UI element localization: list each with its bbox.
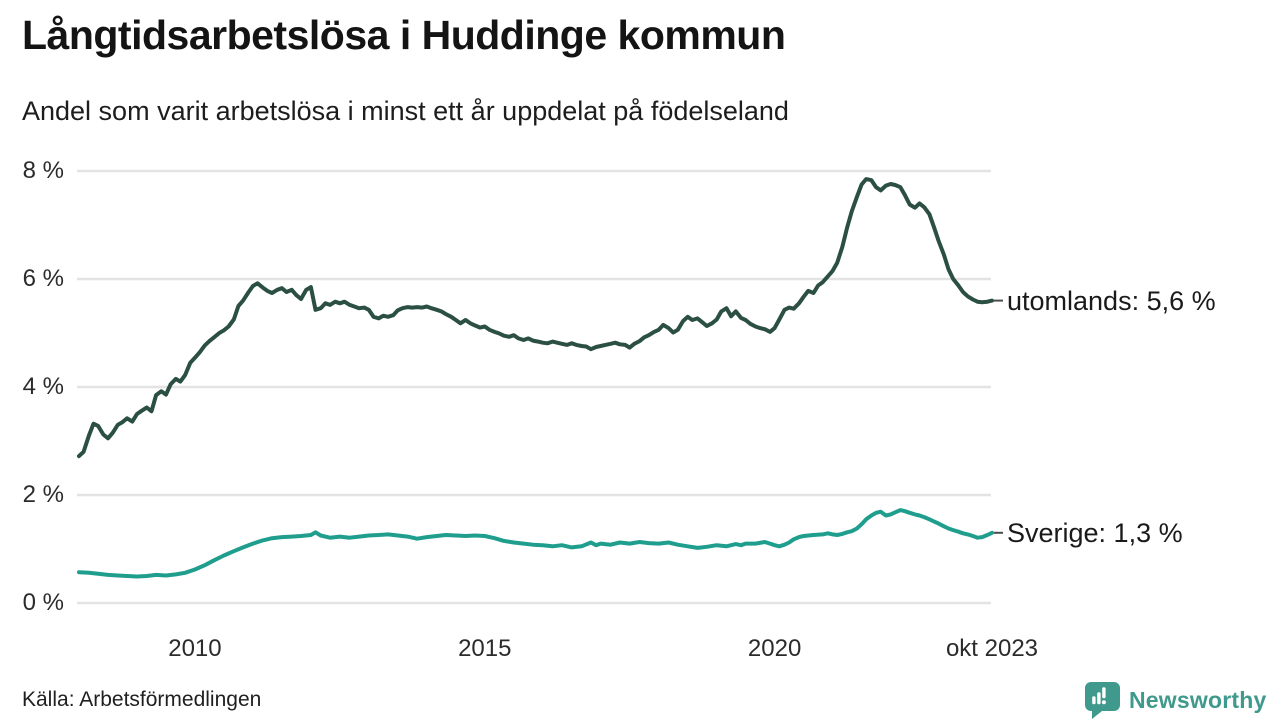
x-axis-tick-label: 2010 <box>168 635 222 662</box>
x-axis-tick-label: 2015 <box>458 635 512 662</box>
y-axis-tick-label: 4 % <box>22 373 64 400</box>
series-end-label-Sverige: Sverige: 1,3 % <box>1007 517 1183 548</box>
newsworthy-bubble-chart-icon <box>1085 682 1120 719</box>
y-axis-tick-label: 8 % <box>22 157 64 184</box>
chart-title: Långtidsarbetslösa i Huddinge kommun <box>22 12 786 58</box>
chart-subtitle: Andel som varit arbetslösa i minst ett å… <box>22 96 789 126</box>
newsworthy-logo[interactable]: Newsworthy <box>1085 681 1266 719</box>
y-axis-tick-label: 2 % <box>22 481 64 508</box>
source-note: Källa: Arbetsförmedlingen <box>22 688 262 711</box>
y-axis-tick-label: 0 % <box>22 589 64 616</box>
series-end-label-utomlands: utomlands: 5,6 % <box>1007 285 1216 316</box>
x-axis-tick-label: 2020 <box>747 635 802 662</box>
series-line-Sverige <box>77 508 994 579</box>
newsworthy-wordmark: Newsworthy <box>1129 686 1267 713</box>
y-axis-tick-label: 6 % <box>22 265 64 292</box>
x-axis-tick-label: okt 2023 <box>945 635 1039 662</box>
series-line-utomlands <box>77 177 994 459</box>
